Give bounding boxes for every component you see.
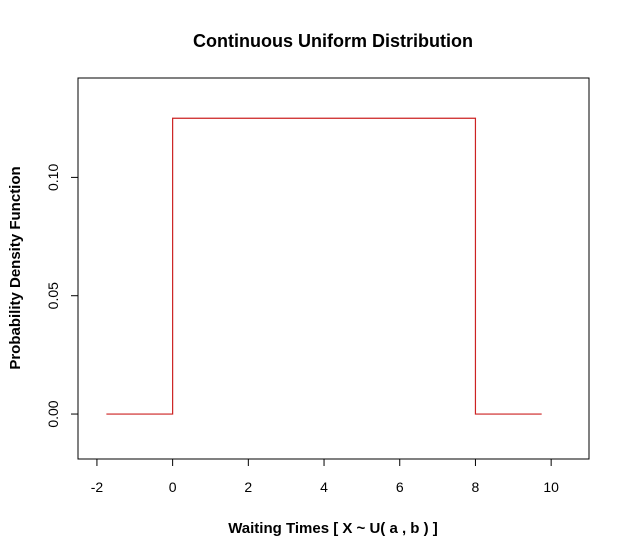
x-axis-label: Waiting Times [ X ~ U( a , b ) ] bbox=[228, 520, 438, 537]
x-tick-label: -2 bbox=[91, 479, 104, 495]
x-tick-label: 10 bbox=[543, 479, 559, 495]
plot-frame bbox=[77, 77, 590, 460]
y-axis-label: Probability Density Function bbox=[7, 166, 24, 369]
series-layer bbox=[106, 117, 542, 415]
pdf-series-line bbox=[106, 117, 542, 415]
x-tick-label: 2 bbox=[244, 479, 252, 495]
y-tick-label: 0.10 bbox=[45, 164, 61, 191]
y-axis: 0.00 0.05 0.10 bbox=[45, 164, 79, 428]
x-tick-label: 0 bbox=[169, 479, 177, 495]
x-tick-label: 6 bbox=[396, 479, 404, 495]
y-tick-label: 0.00 bbox=[45, 400, 61, 427]
x-tick-label: 4 bbox=[320, 479, 328, 495]
x-axis: -2 0 2 4 6 8 10 bbox=[91, 458, 559, 495]
chart-title: Continuous Uniform Distribution bbox=[193, 31, 473, 51]
y-tick-label: 0.05 bbox=[45, 282, 61, 309]
x-tick-label: 8 bbox=[472, 479, 480, 495]
